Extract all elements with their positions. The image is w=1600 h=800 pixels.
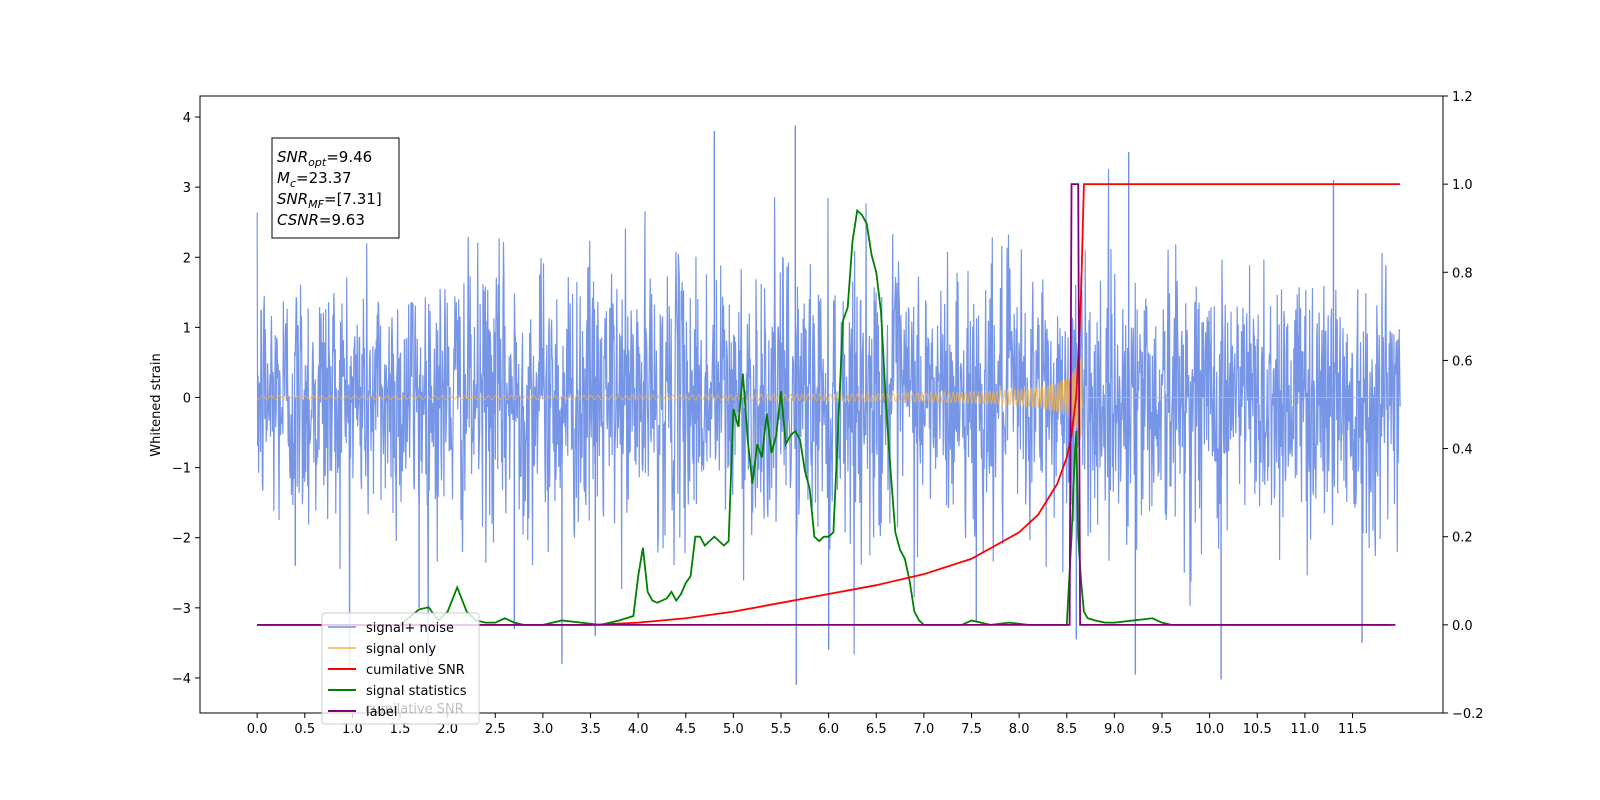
x-tick-label: 8.5 [1056,722,1077,737]
y-axis-right: −0.2 0.0 0.2 0.4 0.6 0.8 1.0 1.2 [1443,90,1484,722]
y-right-tick-label: 1.2 [1452,90,1473,105]
legend-label: cumilative SNR [366,663,465,678]
y-left-tick-label: −1 [172,462,191,477]
y-right-tick-label: 0.2 [1452,531,1473,546]
x-tick-label: 3.5 [580,722,601,737]
right-axis-series [257,183,1401,626]
y-axis-left: −4 −3 −2 −1 0 1 2 3 4 [172,111,200,687]
y-right-tick-label: −0.2 [1452,707,1484,722]
annotation-line: SNRMF=[7.31] [277,190,382,211]
signal-only-series [256,347,1401,440]
x-tick-label: 11.5 [1338,722,1367,737]
y-left-tick-label: −4 [172,672,191,687]
x-tick-label: 11.0 [1290,722,1319,737]
signal-only-line [256,347,1084,440]
annotation-line: Mc=23.37 [277,169,352,190]
y-left-tick-label: 4 [183,111,191,126]
x-tick-label: 6.5 [866,722,887,737]
x-tick-label: 4.0 [628,722,649,737]
x-tick-label: 6.0 [818,722,839,737]
y-right-tick-label: 0.6 [1452,354,1473,369]
legend-frame [321,612,480,725]
y-right-tick-label: 0.8 [1452,266,1473,281]
x-axis: 0.0 0.5 1.0 1.5 2.0 2.5 3.0 3.5 4.0 4.5 5.0 5.5 6.0 6… [247,713,1367,737]
y-left-tick-label: −3 [172,602,191,617]
x-tick-label: 5.0 [723,722,744,737]
x-tick-label: 7.0 [914,722,935,737]
x-tick-label: 2.0 [437,722,458,737]
x-tick-label: 10.5 [1243,722,1272,737]
legend-overlap-text: cumilative SNR [365,702,464,717]
x-tick-label: 9.5 [1152,722,1173,737]
legend-label: signal+ noise [366,621,454,636]
x-tick-label: 9.0 [1104,722,1125,737]
signal-noise-series [256,125,1401,685]
y-left-tick-label: 2 [183,251,191,266]
legend-label: label [366,705,397,720]
y-right-tick-label: 0.4 [1452,443,1473,458]
y-left-tick-label: 3 [183,181,191,196]
y-right-tick-label: 1.0 [1452,178,1473,193]
legend-label: signal only [366,642,436,657]
x-tick-label: 8.0 [1009,722,1030,737]
label-line [257,183,1396,626]
x-tick-label: 1.0 [342,722,363,737]
x-tick-label: 10.0 [1195,722,1224,737]
x-tick-label: 0.0 [247,722,268,737]
legend: cumilative SNR signal+ noise signal only cu… [321,612,480,725]
y-axis-label: Whitened strain [149,353,164,456]
x-tick-label: 2.5 [485,722,506,737]
annotation-line: SNRopt=9.46 [277,148,372,169]
x-tick-label: 4.5 [675,722,696,737]
annotation-frame [271,137,400,239]
x-tick-label: 1.5 [390,722,411,737]
y-left-tick-label: 1 [183,321,191,336]
y-right-tick-label: 0.0 [1452,619,1473,634]
plot-frame [199,95,1444,714]
y-left-tick-label: −2 [172,532,191,547]
y-left-tick-label: 0 [183,391,191,406]
x-tick-label: 7.5 [961,722,982,737]
x-tick-label: 3.0 [533,722,554,737]
annotation-line: CSNR=9.63 [277,211,365,229]
x-tick-label: 0.5 [294,722,315,737]
x-tick-label: 5.5 [771,722,792,737]
legend-label: signal statistics [366,684,467,699]
